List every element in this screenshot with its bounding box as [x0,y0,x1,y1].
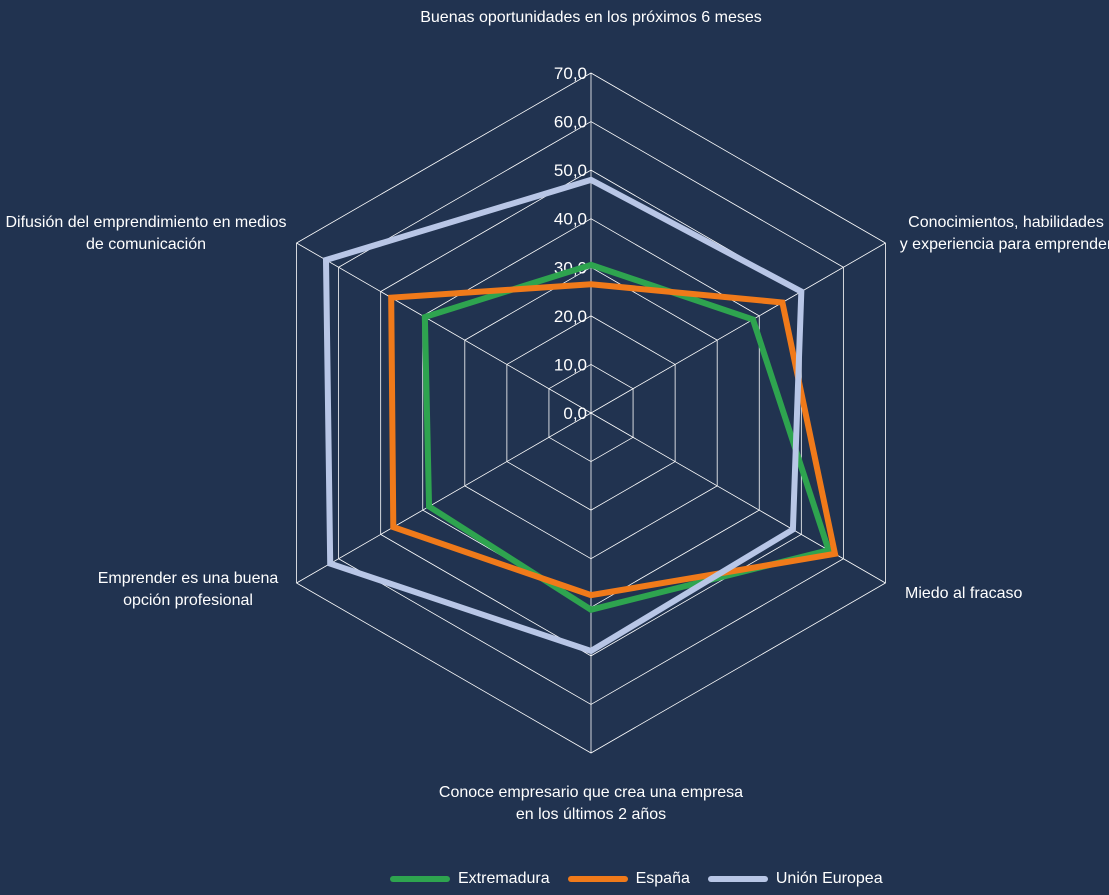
tick-label-60: 60,0 [554,113,587,132]
tick-label-10: 10,0 [554,355,587,374]
series-line-1 [388,281,839,599]
axis-label-4: Emprender es una buena opción profesional [98,570,279,609]
legend-item-extremadura: Extremadura [390,870,550,888]
legend-label-union-europea: Unión Europea [775,870,883,887]
legend-label-espana: España [635,870,690,887]
legend-swatch-union-europea [707,876,768,882]
radar-grid [296,72,886,754]
series-line-2 [322,176,805,655]
tick-label-70: 70,0 [554,64,587,83]
radar-series [322,176,839,655]
tick-label-50: 50,0 [554,161,587,180]
legend-swatch-extremadura [390,876,450,882]
grid-spoke-5 [296,242,592,414]
axis-label-3: Conoce empresario que crea una empresa en… [439,784,743,823]
legend-label-extremadura: Extremadura [458,870,550,887]
grid-spoke-2 [590,412,886,584]
series-line-0 [421,261,833,613]
axis-labels: Buenas oportunidades en los próximos 6 m… [5,9,1109,823]
legend-swatch-espana [567,876,628,882]
tick-label-0: 0,0 [563,404,587,423]
axis-label-0: Buenas oportunidades en los próximos 6 m… [420,9,762,26]
grid-spoke-4 [296,412,592,584]
legend-item-espana: España [567,870,690,888]
axis-label-1: Conocimientos, habilidades y experiencia … [900,214,1109,253]
axis-label-5: Difusión del emprendimiento en medios de … [5,214,286,253]
grid-spoke-1 [590,242,886,414]
legend: Extremadura España Unión Europea [390,870,901,888]
legend-item-union-europea: Unión Europea [707,870,883,888]
axis-label-2: Miedo al fracaso [905,585,1022,602]
radial-tick-labels: 0,010,020,030,040,050,060,070,0 [554,64,587,423]
tick-label-40: 40,0 [554,210,587,229]
tick-label-20: 20,0 [554,307,587,326]
